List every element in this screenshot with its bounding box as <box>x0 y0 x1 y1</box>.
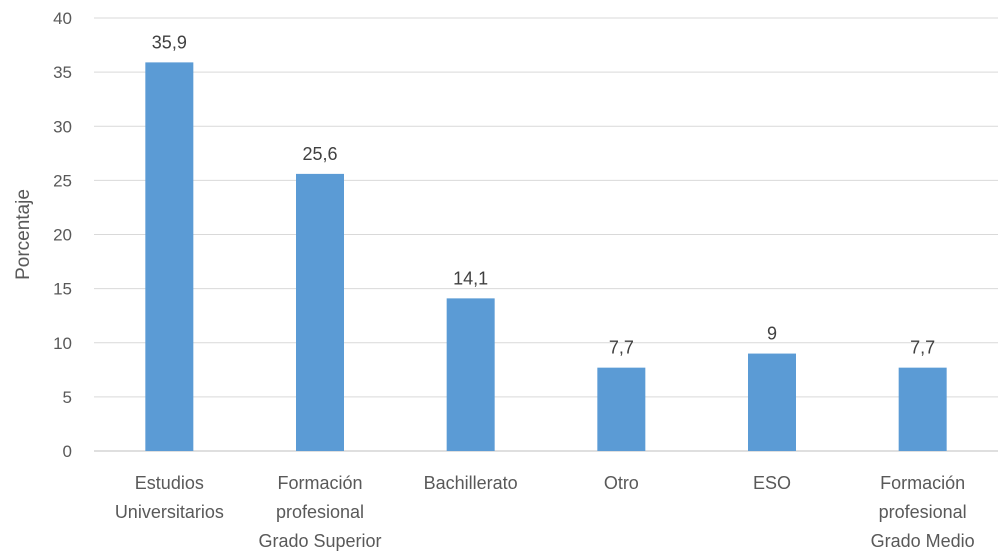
data-label: 7,7 <box>910 338 935 358</box>
data-label: 35,9 <box>152 32 187 52</box>
bar <box>145 62 194 451</box>
data-label: 25,6 <box>302 144 337 164</box>
category-label: Bachillerato <box>424 473 518 493</box>
y-tick-label: 10 <box>53 334 72 353</box>
category-label: ESO <box>753 473 791 493</box>
data-label: 14,1 <box>453 268 488 288</box>
y-tick-label: 25 <box>53 171 72 190</box>
bar <box>898 367 947 451</box>
y-tick-label: 35 <box>53 63 72 82</box>
data-label: 7,7 <box>609 338 634 358</box>
bar <box>748 353 796 451</box>
x-axis-categories: Estudios Universitarios Formación profesion… <box>115 473 975 551</box>
category-label: Otro <box>604 473 639 493</box>
y-tick-label: 0 <box>63 442 72 461</box>
y-tick-label: 20 <box>53 226 72 245</box>
gridlines <box>94 17 998 452</box>
y-tick-label: 40 <box>53 9 72 28</box>
bar <box>446 298 495 451</box>
y-axis-ticks: 0 5 10 15 20 25 30 35 40 <box>53 9 72 461</box>
data-labels: 35,9 25,6 14,1 7,7 9 7,7 <box>152 32 935 357</box>
y-tick-label: 30 <box>53 117 72 136</box>
data-label: 9 <box>767 324 777 344</box>
category-label: Formación profesional Grado Superior <box>258 473 381 551</box>
category-label: Estudios Universitarios <box>115 473 224 522</box>
bars <box>145 62 947 451</box>
y-tick-label: 5 <box>63 388 72 407</box>
category-label: Formación profesional Grado Medio <box>871 473 975 551</box>
y-axis-title: Porcentaje <box>13 189 34 280</box>
bar <box>597 367 646 451</box>
bar <box>296 173 344 451</box>
y-tick-label: 15 <box>53 280 72 299</box>
